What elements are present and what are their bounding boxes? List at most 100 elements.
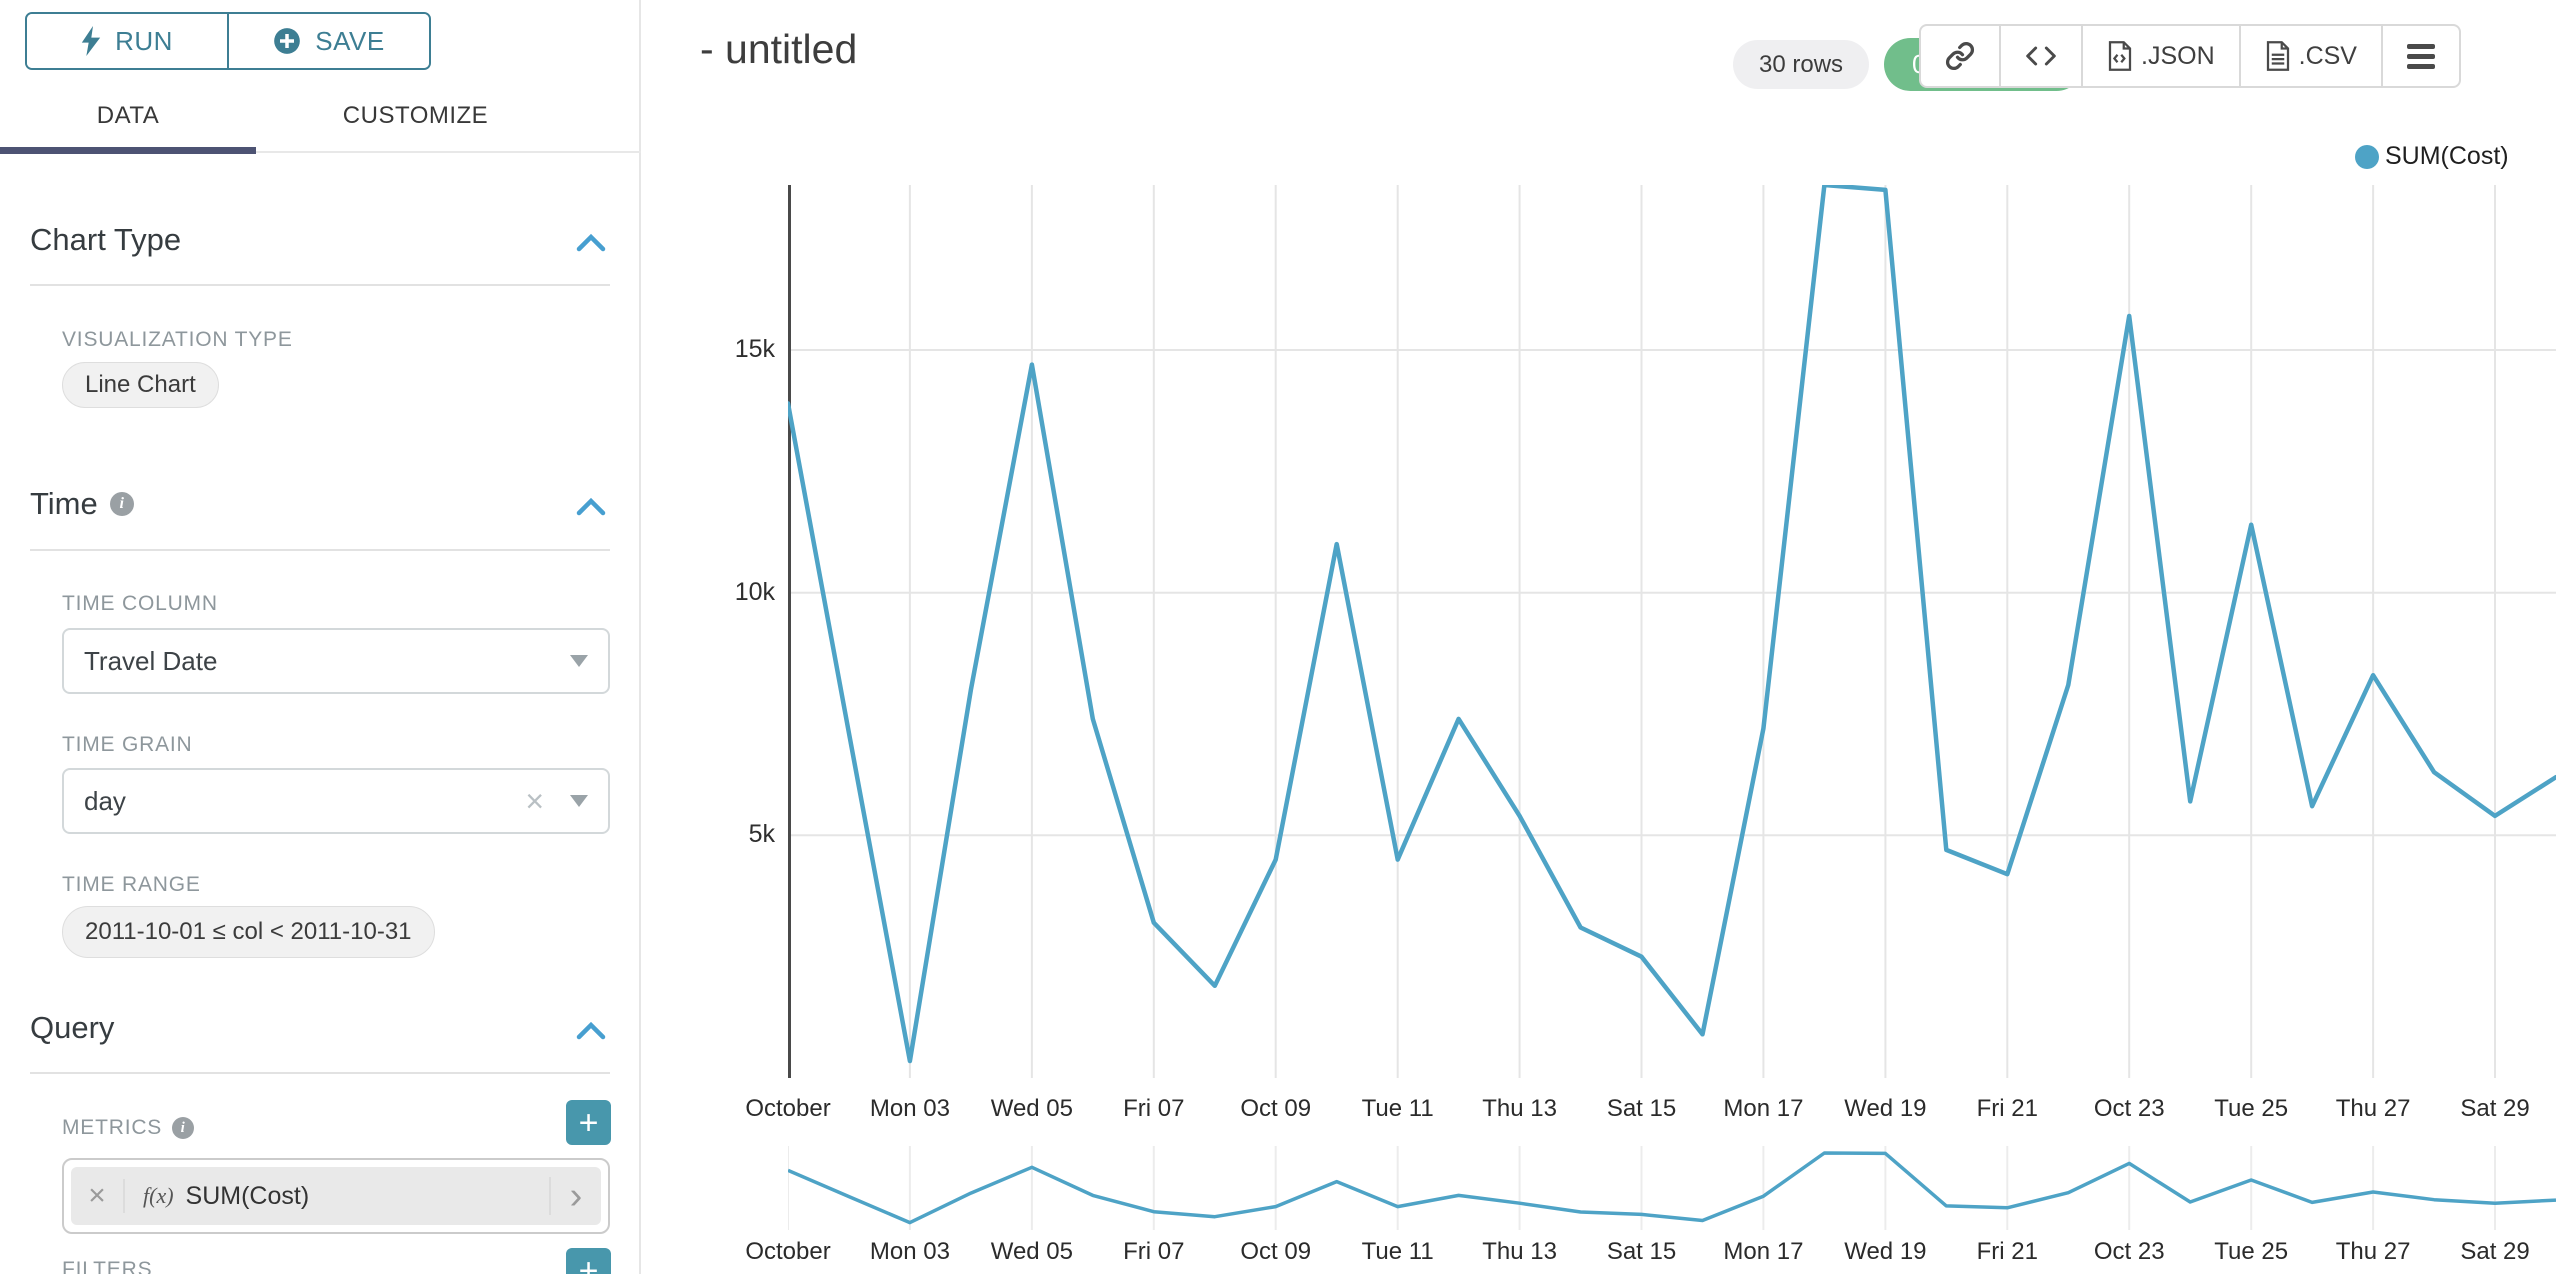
tab-customize[interactable]: CUSTOMIZE [342,102,489,129]
section-divider [30,1072,610,1074]
tab-data[interactable]: DATA [96,102,160,129]
x-tick-label: Wed 05 [990,1238,1073,1265]
time-range-pill[interactable]: 2011-10-01 ≤ col < 2011-10-31 [62,906,435,958]
run-save-button-group: RUN SAVE [25,12,431,70]
export-json-button[interactable]: .JSON [2083,26,2241,86]
info-icon: i [109,492,134,516]
legend-item[interactable]: SUM(Cost) [2355,142,2509,171]
time-grain-label: TIME GRAIN [62,733,193,756]
info-icon: i [172,1117,195,1139]
x-tick-label: Thu 27 [2335,1095,2411,1122]
x-tick-label: Oct 09 [1240,1095,1312,1122]
viz-type-value: Line Chart [85,371,196,398]
time-range-label: TIME RANGE [62,873,201,896]
run-label: RUN [115,25,173,56]
clear-icon[interactable]: × [525,783,544,819]
x-tick-label: Tue 11 [1361,1238,1434,1265]
x-tick-label: Oct 23 [2093,1238,2165,1265]
line-chart-plot[interactable] [788,185,2556,1078]
x-tick-label: Mon 17 [1723,1095,1804,1122]
metric-main[interactable]: f(x) SUM(Cost) [125,1182,549,1211]
chevron-up-icon[interactable] [576,232,606,254]
save-button[interactable]: SAVE [229,14,429,68]
x-tick-label: October [745,1238,831,1265]
series-line [788,185,2556,1064]
x-tick-label: Oct 09 [1240,1238,1312,1265]
section-title-time: Time i [30,486,134,522]
chevron-down-icon [570,655,588,667]
legend-label: SUM(Cost) [2385,142,2509,170]
metric-pill[interactable]: × f(x) SUM(Cost) › [71,1167,601,1225]
x-tick-label: October [745,1095,831,1122]
x-tick-label: Sat 29 [2460,1238,2530,1265]
run-query-button[interactable]: RUN [27,14,229,68]
x-tick-label: Sat 15 [1606,1095,1677,1122]
x-tick-label: Fri 07 [1123,1238,1185,1265]
y-tick-label: 5k [748,820,775,849]
x-tick-label: Mon 03 [869,1238,950,1265]
tabs-divider [0,151,641,153]
query-title: Query [30,1010,115,1045]
add-filter-button[interactable]: + [566,1248,611,1274]
range-selector-minichart[interactable] [788,1146,2556,1230]
x-tick-label: Tue 25 [2214,1095,2289,1122]
time-grain-select[interactable]: day × [62,768,610,834]
time-title: Time [30,486,98,521]
chevron-up-icon[interactable] [576,496,606,518]
section-divider [30,284,610,286]
minichart-series-line [788,1151,2556,1225]
add-metric-button[interactable]: + [566,1100,611,1145]
section-divider [30,549,610,551]
x-tick-label: Mon 17 [1723,1238,1804,1265]
x-tick-label: Sat 15 [1606,1238,1677,1265]
code-icon [2026,46,2056,66]
time-range-value: 2011-10-01 ≤ col < 2011-10-31 [85,918,412,945]
export-button-group: .JSON .CSV [1919,24,2461,88]
control-panel-sidebar: RUN SAVE DATA CUSTOMIZE Chart Type VISUA… [0,0,641,1274]
x-tick-label: Fri 21 [1976,1238,2038,1265]
save-label: SAVE [315,25,385,56]
export-csv-button[interactable]: .CSV [2241,26,2383,86]
plus-circle-icon [274,28,301,54]
section-title-chart-type: Chart Type [30,222,181,258]
fx-icon: f(x) [143,1183,174,1208]
x-tick-label: Wed 19 [1844,1238,1927,1265]
metric-control: × f(x) SUM(Cost) › [62,1158,610,1234]
section-title-query: Query [30,1010,114,1046]
menu-button[interactable] [2383,26,2459,86]
viz-type-label: VISUALIZATION TYPE [62,328,293,351]
panel-tabs: DATA CUSTOMIZE [0,88,575,154]
metric-value: SUM(Cost) [185,1181,310,1210]
expand-metric-icon[interactable]: › [549,1177,601,1215]
x-tick-label: Tue 11 [1361,1095,1434,1122]
chevron-up-icon[interactable] [576,1020,606,1042]
json-label: .JSON [2141,41,2215,70]
remove-metric-icon[interactable]: × [71,1179,125,1213]
filters-label: FILTERS [62,1258,153,1274]
view-query-button[interactable] [2001,26,2083,86]
x-tick-label: Thu 13 [1482,1238,1557,1265]
time-column-select[interactable]: Travel Date [62,628,610,694]
link-icon [1946,42,1974,70]
x-tick-label: Thu 13 [1482,1095,1557,1122]
x-tick-label: Tue 25 [2214,1238,2289,1265]
csv-label: .CSV [2298,41,2357,70]
legend-dot [2355,144,2379,169]
x-tick-label: Sat 29 [2460,1095,2530,1122]
chart-panel: - untitled 30 rows 00:00:00.12 [643,0,2576,1274]
share-link-button[interactable] [1921,26,2001,86]
chart-title: - untitled [700,26,858,72]
chart-type-title: Chart Type [30,222,182,257]
time-grain-value: day [84,785,126,816]
hamburger-icon [2406,43,2435,69]
viz-type-pill[interactable]: Line Chart [62,362,219,408]
metrics-label-text: METRICS [62,1116,163,1139]
active-tab-indicator [0,147,256,154]
metrics-label: METRICS i [62,1116,195,1140]
csv-file-icon [2266,41,2289,71]
x-tick-label: Wed 19 [1844,1095,1927,1122]
json-file-icon [2108,41,2132,71]
x-tick-label: Thu 27 [2335,1238,2411,1265]
x-tick-label: Fri 21 [1976,1095,2038,1122]
